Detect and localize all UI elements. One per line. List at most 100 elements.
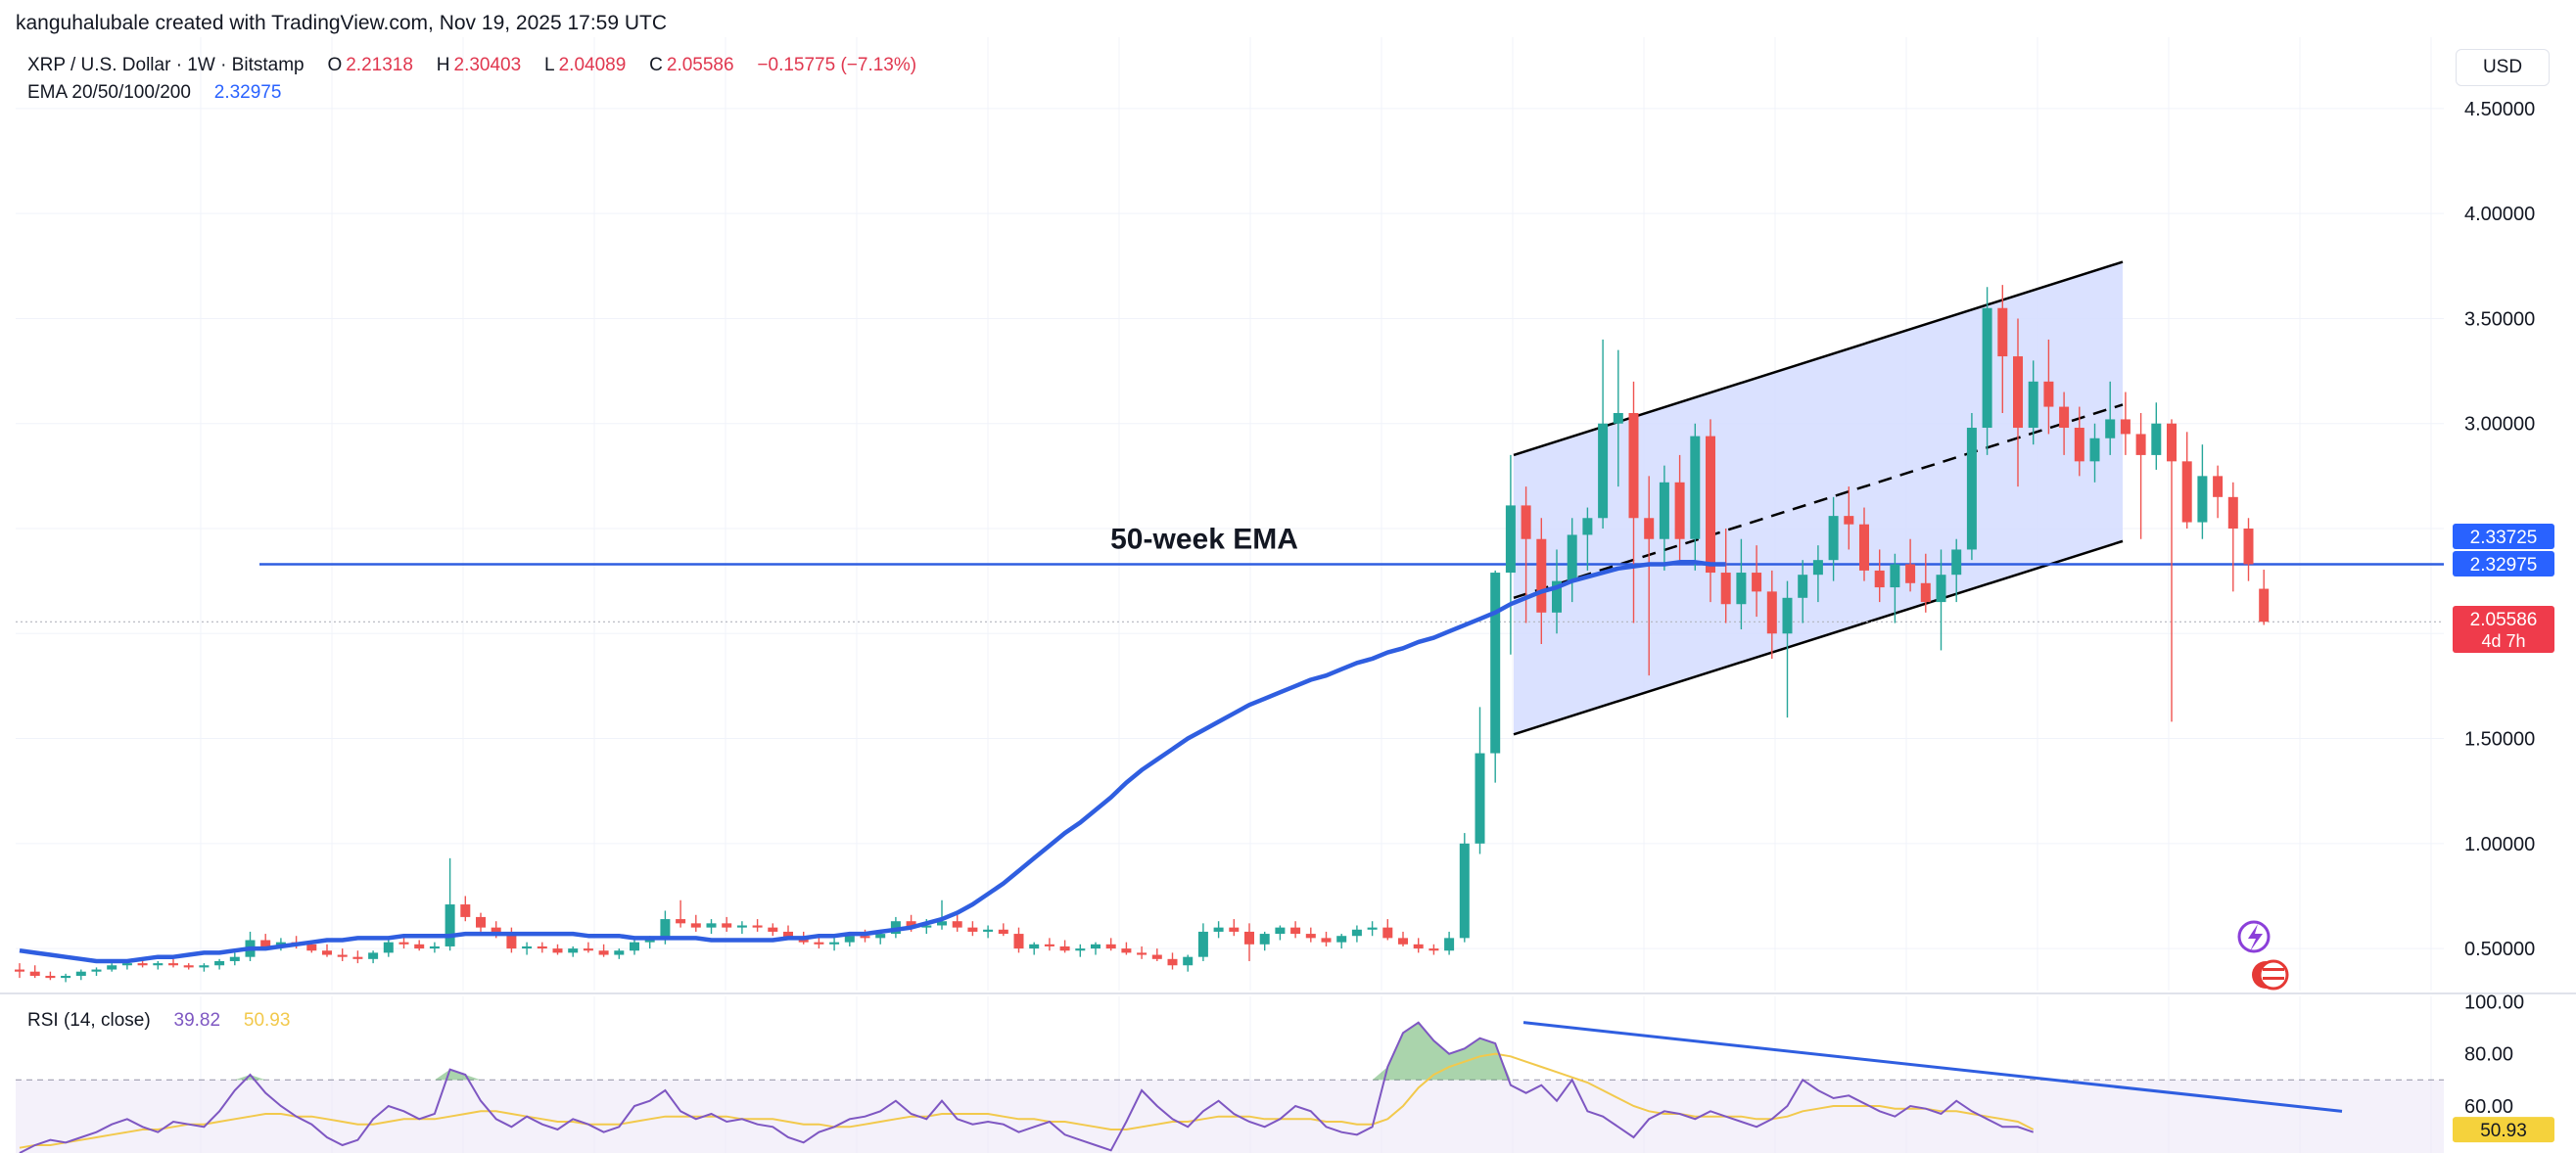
ema-badge-lower-bg xyxy=(2453,551,2554,576)
candle-body xyxy=(967,927,978,932)
candle-body xyxy=(1598,423,1609,519)
candle-body xyxy=(214,960,225,966)
candle-body xyxy=(476,916,486,928)
candle-body xyxy=(199,965,210,968)
lightning-icon xyxy=(2237,920,2271,953)
price-grid xyxy=(16,37,2444,1153)
candle-body xyxy=(2151,423,2162,455)
candle-body xyxy=(61,975,71,979)
candle-body xyxy=(2167,423,2177,462)
change-value: −0.15775 (−7.13%) xyxy=(757,55,917,75)
candle-body xyxy=(1429,948,1439,951)
candle-body xyxy=(1874,570,1885,588)
candle-body xyxy=(491,927,501,935)
candle-body xyxy=(676,919,686,924)
candle-body xyxy=(506,934,517,949)
ema-annotation-text: 50-week EMA xyxy=(1110,524,1298,556)
candle-body xyxy=(1290,927,1301,935)
us-flag-icon xyxy=(2252,959,2289,991)
candle-body xyxy=(1844,516,1854,525)
candle-body xyxy=(1966,428,1977,550)
candle-body xyxy=(1229,927,1240,932)
candle-body xyxy=(644,940,655,943)
candle-body xyxy=(752,925,763,928)
candle-body xyxy=(1613,413,1623,424)
candle-body xyxy=(1413,944,1424,949)
candle-body xyxy=(783,931,793,939)
candle-body xyxy=(1137,952,1147,955)
candle-body xyxy=(1044,944,1054,946)
rsi-tick-label: 100.00 xyxy=(2464,992,2524,1013)
candle-body xyxy=(2135,434,2146,455)
candle-body xyxy=(1075,948,1086,951)
candle-body xyxy=(1798,575,1808,598)
candle-body xyxy=(844,936,855,943)
symbol-name[interactable]: XRP / U.S. Dollar · 1W · Bitstamp xyxy=(27,55,304,75)
open-label: O xyxy=(327,55,343,75)
candle-body xyxy=(29,971,40,976)
candle-body xyxy=(1275,927,1286,935)
high-value: 2.30403 xyxy=(453,55,522,75)
last-price-badge-bg xyxy=(2453,606,2554,653)
candle-body xyxy=(1659,482,1669,539)
candle-body xyxy=(2059,406,2070,429)
candles xyxy=(15,285,2270,983)
candle-body xyxy=(1752,573,1762,592)
last-price-badge-text: 2.05586 xyxy=(2470,610,2538,630)
candle-body xyxy=(2259,588,2270,623)
flag-circle-b xyxy=(2258,959,2289,991)
candle-body xyxy=(429,945,440,949)
price-axis: 0.50000 1.00000 1.50000 3.00000 3.50000 4.000… xyxy=(2464,99,2535,960)
candle-body xyxy=(45,975,56,979)
rsi-label[interactable]: RSI (14, close) xyxy=(27,1010,151,1031)
candle-body xyxy=(2089,438,2100,462)
flag-stripe xyxy=(2263,977,2284,980)
candle-body xyxy=(1321,938,1332,943)
candle-body xyxy=(1244,931,1254,945)
candle-body xyxy=(107,965,117,970)
candle-body xyxy=(1475,753,1485,844)
close-value: 2.05586 xyxy=(666,55,734,75)
candle-body xyxy=(568,948,579,953)
rsi-value-badge-text: 50.93 xyxy=(2480,1121,2527,1141)
candle-body xyxy=(1628,413,1639,519)
candle-body xyxy=(352,956,363,959)
last-price-badge-sub: 4d 7h xyxy=(2481,631,2525,651)
candle-body xyxy=(583,948,593,951)
rsi-legend: RSI (14, close) 39.82 50.93 xyxy=(27,1010,294,1032)
candle-body xyxy=(2120,419,2131,435)
candle-body xyxy=(690,923,701,928)
candle-body xyxy=(1459,843,1470,939)
candle-body xyxy=(2213,476,2224,497)
candle-body xyxy=(1706,436,1715,574)
channel-fill xyxy=(1514,261,2123,735)
candle-body xyxy=(998,929,1008,935)
candle-body xyxy=(1167,958,1178,966)
price-tick-label: 0.50000 xyxy=(2464,939,2535,960)
low-label: L xyxy=(544,55,555,75)
candle-body xyxy=(1213,927,1224,932)
candle-body xyxy=(1059,945,1070,951)
candle-body xyxy=(1029,944,1040,949)
candle-body xyxy=(1690,436,1701,539)
candle-body xyxy=(768,927,778,932)
price-tick-label: 3.50000 xyxy=(2464,308,2535,330)
candle-body xyxy=(1121,948,1132,953)
rsi-axis: 60.00 80.00 100.00 xyxy=(2464,992,2524,1118)
candle-body xyxy=(1567,534,1577,581)
candle-body xyxy=(829,942,840,945)
candle-body xyxy=(736,925,747,928)
candle-body xyxy=(937,921,947,926)
price-tick-label: 1.50000 xyxy=(2464,729,2535,751)
candle-body xyxy=(875,934,886,939)
candle-body xyxy=(1828,516,1839,561)
candle-body xyxy=(1505,505,1516,574)
ema-label[interactable]: EMA 20/50/100/200 xyxy=(27,82,191,103)
candle-body xyxy=(2181,461,2192,523)
open-value: 2.21318 xyxy=(346,55,413,75)
candle-body xyxy=(1859,524,1869,571)
currency-button[interactable]: USD xyxy=(2456,49,2550,86)
candle-body xyxy=(1490,573,1501,754)
